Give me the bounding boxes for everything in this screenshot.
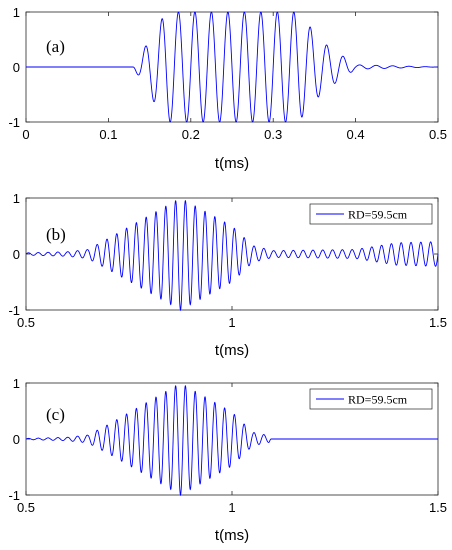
legend-box (309, 388, 433, 410)
x-tick-label: 0.1 (99, 127, 117, 142)
y-tick-label: 0 (13, 247, 20, 262)
y-tick-label: -1 (8, 115, 20, 130)
signal-series-line (25, 385, 438, 497)
y-tick-label: 0 (13, 60, 20, 75)
panel-label: (a) (46, 37, 65, 56)
x-tick-label: 0 (22, 127, 29, 142)
x-axis-label: t(ms) (215, 155, 249, 172)
x-tick-label: 1 (228, 500, 235, 515)
panel-label: (b) (46, 225, 66, 244)
y-tick-label: -1 (8, 303, 20, 318)
y-tick-label: 1 (13, 376, 20, 391)
signal-series-line (25, 200, 439, 312)
x-axis-label: t(ms) (215, 342, 249, 359)
panel-b: 0.5 1 1.5 -1 0 1 t(ms) (b) RD=59.5cm (8, 191, 447, 359)
x-tick-label: 0.3 (264, 127, 282, 142)
y-tick-label: 1 (13, 191, 20, 206)
x-tick-label: 1 (228, 315, 235, 330)
panel-c: 0.5 1 1.5 -1 0 1 t(ms) (c) RD=59.5cm (8, 376, 447, 544)
y-tick-label: 0 (13, 432, 20, 447)
x-tick-label: 0.4 (347, 127, 365, 142)
x-tick-label: 0.5 (17, 500, 35, 515)
x-tick-label: 0.2 (182, 127, 200, 142)
legend-entry-label: RD=59.5cm (348, 208, 408, 222)
x-axis-label: t(ms) (215, 527, 249, 544)
signal-series-line (26, 11, 438, 123)
legend-entry-label: RD=59.5cm (348, 393, 408, 407)
x-tick-label: 1.5 (429, 500, 447, 515)
legend-box (309, 203, 433, 225)
panel-label: (c) (46, 405, 65, 424)
x-tick-label: 0.5 (17, 315, 35, 330)
x-tick-label: 0.5 (429, 127, 447, 142)
y-tick-label: -1 (8, 488, 20, 503)
y-tick-label: 1 (13, 5, 20, 20)
x-tick-label: 1.5 (429, 315, 447, 330)
